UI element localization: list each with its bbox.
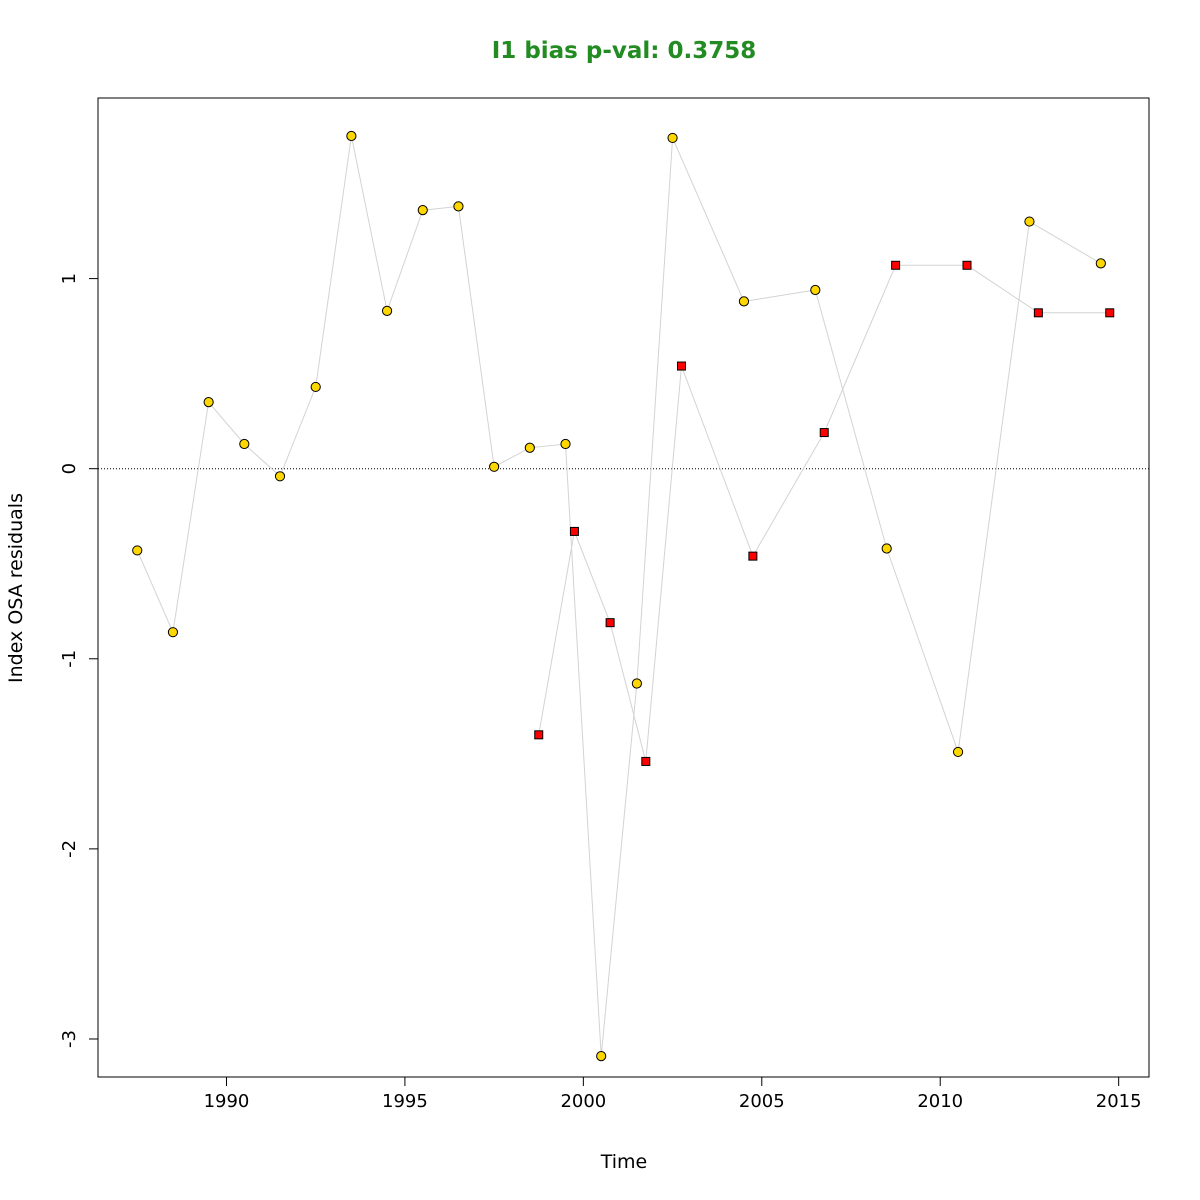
series-2-point [819,428,829,438]
series-1-point [810,284,821,296]
series-1-point [274,471,286,482]
series-1-point [453,201,464,212]
series-1-point [1095,258,1106,269]
plot-frame [97,97,1150,1078]
series-1-point [738,296,750,307]
y-tick-label: -1 [59,650,80,668]
series-2-point [891,260,901,270]
series-2-point [641,756,651,766]
series-1-point [952,746,964,758]
series-1-point [560,438,571,450]
series-1-point [346,130,357,142]
y-tick-label: -3 [59,1030,80,1048]
series-2-point [1033,308,1043,318]
series-2-point [748,551,758,561]
series-2-point [605,618,615,628]
x-tick-label: 2010 [917,1091,963,1112]
x-tick-label: 1990 [204,1091,250,1112]
series-1-line [136,135,1102,1057]
series-1-point [132,545,143,556]
series-2-point [1105,308,1115,318]
series-1-point [310,381,321,393]
series-2-point [569,526,579,536]
y-tick-label: -2 [59,840,80,858]
series-2-point [962,260,972,270]
series-1-point [489,461,500,472]
x-tick-label: 2000 [560,1091,606,1112]
series-1-point [167,627,179,638]
x-axis-label: Time [600,1151,648,1173]
series-1-point [524,442,535,453]
series-1-point [631,678,642,689]
series-1-point [417,205,428,216]
series-markers [132,130,1115,1062]
series-1-point [239,438,250,450]
series-2-point [676,361,686,371]
x-tick-label: 2015 [1096,1091,1142,1112]
series-1-point [667,132,678,144]
y-axis-label: Index OSA residuals [5,493,27,683]
series-lines [136,135,1110,1057]
series-1-point [1024,216,1035,227]
chart-title: I1 bias p-val: 0.3758 [492,38,757,64]
series-1-point [881,543,892,554]
y-axis: -3 -2 -1 0 1 [59,273,99,1048]
y-tick-label: 0 [59,463,80,474]
series-1-point [203,397,214,408]
x-tick-label: 2005 [739,1091,785,1112]
series-1-point [381,305,393,317]
x-axis: 1990 1995 2000 2005 2010 2015 [204,1076,1142,1112]
series-2-line [538,264,1110,762]
x-tick-label: 1995 [382,1091,428,1112]
y-tick-label: 1 [59,273,80,284]
series-1-point [596,1050,607,1062]
series-2-point [534,730,544,740]
